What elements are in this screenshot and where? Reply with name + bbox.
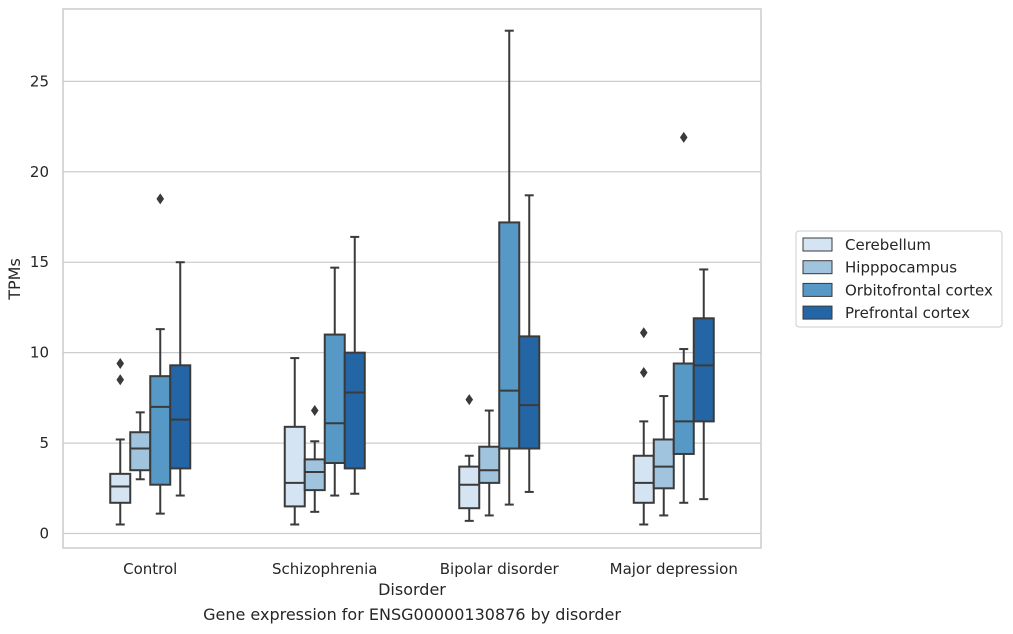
box-0-1	[283, 357, 306, 526]
x-tick-label: Control	[123, 560, 177, 578]
box-3-1	[343, 235, 366, 495]
x-tick-labels: Control Schizophrenia Bipolar disorder Majo…	[123, 560, 738, 578]
box-body	[652, 438, 675, 490]
outlier-point	[679, 131, 688, 143]
outlier-point	[156, 193, 165, 205]
outlier-point	[465, 394, 474, 406]
plot-frame	[62, 8, 762, 549]
box-body	[692, 317, 715, 423]
box-body	[518, 335, 541, 450]
box-2-2	[498, 29, 521, 506]
legend-swatch	[802, 282, 833, 297]
y-tick-label: 5	[39, 434, 49, 452]
y-axis-label: TPMs	[5, 258, 24, 301]
legend-frame	[795, 230, 1003, 328]
y-tick-label: 0	[39, 525, 49, 543]
box-body	[672, 362, 695, 455]
legend-swatch	[802, 237, 833, 252]
outlier-point	[639, 327, 648, 339]
y-tick-label: 15	[30, 253, 49, 271]
x-tick-label: Major depression	[610, 560, 738, 578]
box-body	[343, 351, 366, 470]
box-body	[498, 221, 521, 450]
legend-label: Orbitofrontal cortex	[845, 281, 993, 299]
box-2-1	[323, 266, 346, 497]
box-body	[129, 431, 152, 472]
box-body	[303, 458, 326, 492]
boxes	[109, 29, 715, 526]
box-body	[478, 445, 501, 484]
legend-label: Cerebellum	[845, 236, 931, 254]
box-3-2	[518, 194, 541, 493]
box-body	[109, 472, 132, 504]
box-body	[169, 364, 192, 470]
box-1-2	[478, 409, 501, 517]
box-1-1	[303, 405, 326, 513]
y-tick-labels: 0 5 10 15 20 25	[30, 72, 49, 542]
outlier-point	[310, 405, 319, 417]
box-body	[632, 454, 655, 504]
legend-swatch	[802, 305, 833, 320]
box-1-0	[129, 411, 152, 481]
box-body	[283, 425, 306, 508]
box-0-3	[632, 327, 655, 526]
legend: Cerebellum Hipppocampus Orbitofrontal cort…	[795, 230, 1003, 328]
outlier-point	[116, 374, 125, 386]
y-tick-label: 10	[30, 344, 49, 362]
outlier-point	[116, 358, 125, 370]
outlier-point	[639, 367, 648, 379]
legend-swatch	[802, 260, 833, 275]
x-tick-label: Bipolar disorder	[440, 560, 560, 578]
box-2-0	[149, 193, 172, 515]
chart-caption: Gene expression for ENSG00000130876 by d…	[203, 605, 621, 624]
y-tick-label: 25	[30, 72, 49, 90]
x-axis-label: Disorder	[378, 580, 446, 599]
y-tick-label: 20	[30, 163, 49, 181]
legend-label: Prefrontal cortex	[845, 304, 970, 322]
box-body	[149, 375, 172, 486]
box-1-3	[652, 395, 675, 517]
legend-label: Hipppocampus	[845, 259, 957, 277]
x-tick-label: Schizophrenia	[272, 560, 377, 578]
box-3-3	[692, 268, 715, 501]
box-0-2	[458, 394, 481, 522]
box-body	[323, 333, 346, 464]
box-0-0	[109, 358, 132, 526]
box-2-3	[672, 131, 695, 504]
box-3-0	[169, 261, 192, 497]
box-body	[458, 465, 481, 510]
